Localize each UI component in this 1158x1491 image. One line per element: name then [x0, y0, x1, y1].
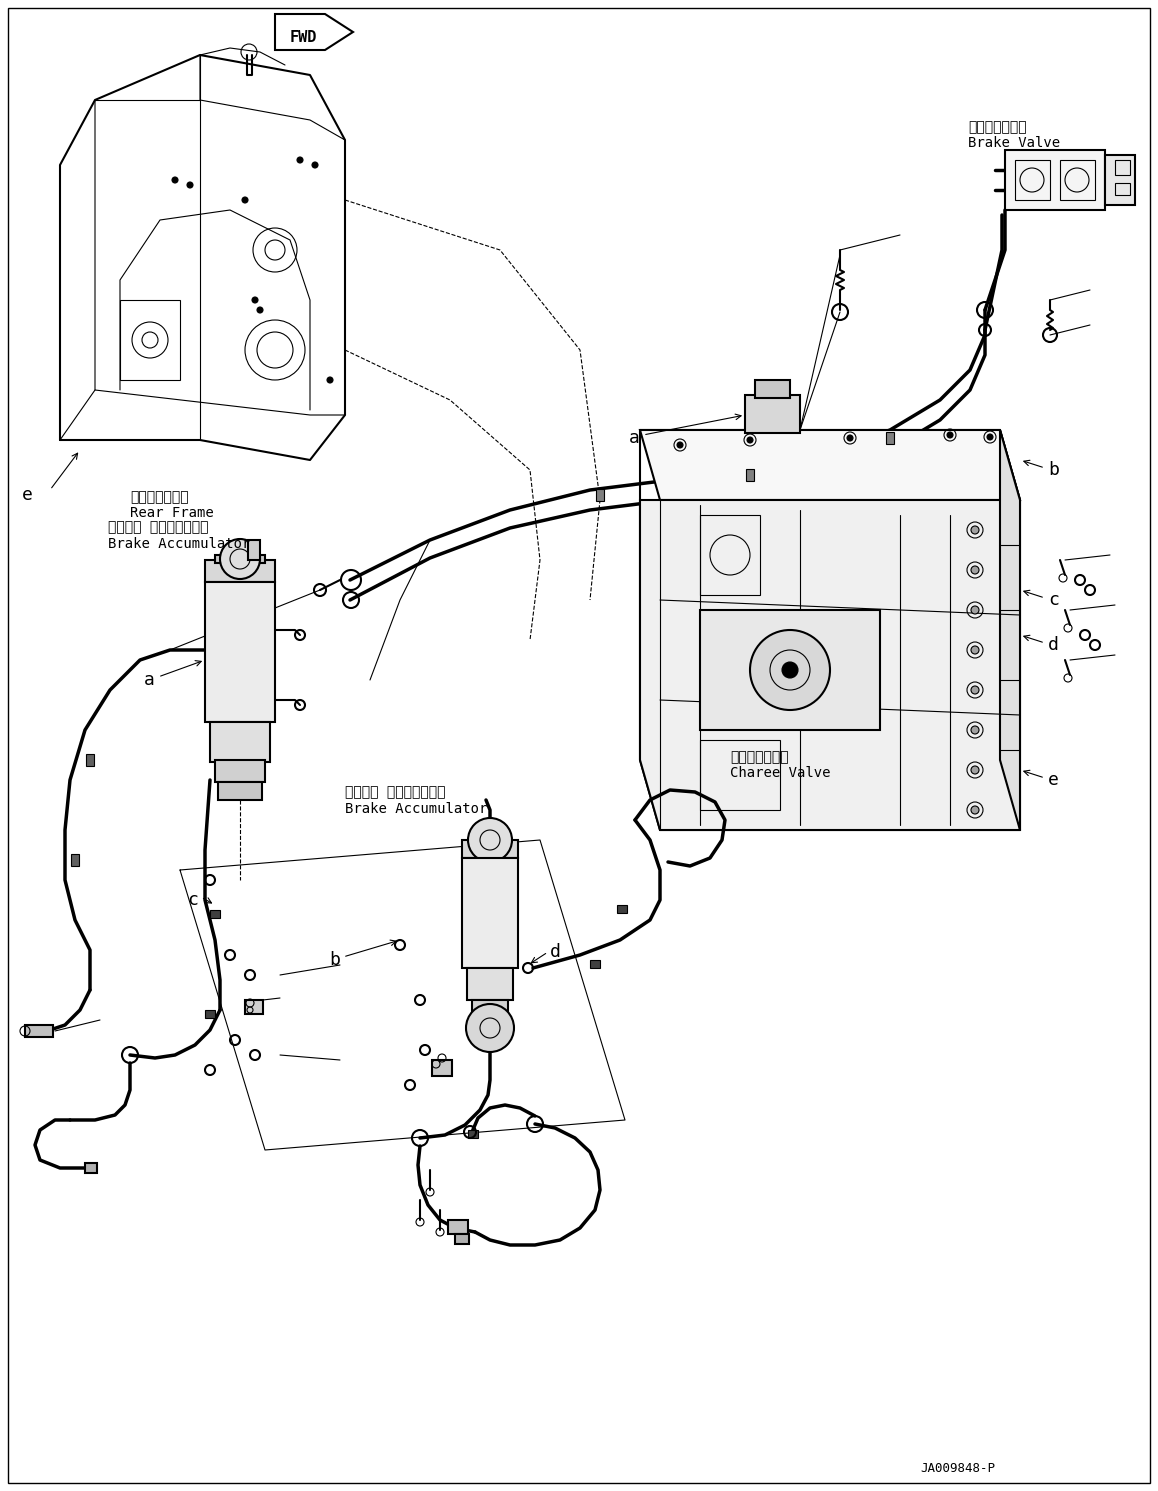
Text: a: a — [144, 671, 155, 689]
Circle shape — [327, 377, 334, 383]
Text: d: d — [1048, 637, 1058, 655]
Bar — [462, 857, 518, 968]
Bar — [755, 380, 790, 398]
Bar — [699, 514, 760, 595]
Circle shape — [257, 307, 263, 313]
Circle shape — [466, 1003, 514, 1053]
Circle shape — [782, 662, 798, 678]
Text: b: b — [1048, 461, 1058, 479]
Bar — [248, 540, 261, 561]
Polygon shape — [274, 13, 353, 51]
Circle shape — [947, 432, 953, 438]
Bar — [86, 754, 94, 766]
Text: Brake Accumulator: Brake Accumulator — [345, 802, 488, 816]
Bar — [432, 1060, 452, 1077]
Circle shape — [173, 177, 178, 183]
Bar — [886, 432, 894, 444]
Text: ブレーキ アキュムレータ: ブレーキ アキュムレータ — [108, 520, 208, 534]
Circle shape — [972, 567, 979, 574]
Text: d: d — [550, 942, 560, 962]
Text: Brake Accumulator: Brake Accumulator — [108, 537, 250, 552]
Circle shape — [677, 441, 683, 447]
Circle shape — [747, 437, 753, 443]
Bar — [589, 960, 600, 968]
Text: リヤーフレーム: リヤーフレーム — [130, 491, 189, 504]
Bar — [205, 561, 274, 581]
Bar — [467, 968, 513, 1000]
Text: b: b — [329, 951, 340, 969]
Text: チャージバルブ: チャージバルブ — [730, 750, 789, 763]
Bar — [205, 581, 274, 722]
Polygon shape — [640, 499, 1020, 830]
Circle shape — [220, 540, 261, 579]
Bar — [699, 740, 780, 810]
Circle shape — [750, 631, 830, 710]
Circle shape — [972, 766, 979, 774]
Text: Charee Valve: Charee Valve — [730, 766, 830, 780]
Text: ブレーキバルブ: ブレーキバルブ — [968, 119, 1027, 134]
Bar — [468, 1130, 478, 1138]
Bar — [71, 854, 79, 866]
Circle shape — [972, 807, 979, 814]
Bar — [85, 1163, 97, 1173]
Circle shape — [846, 435, 853, 441]
Bar — [596, 489, 604, 501]
Circle shape — [972, 646, 979, 655]
Bar — [746, 470, 754, 482]
Bar — [462, 839, 518, 857]
Circle shape — [972, 526, 979, 534]
Bar — [215, 760, 265, 781]
Bar — [1115, 183, 1130, 195]
Bar — [215, 555, 265, 564]
Polygon shape — [1001, 429, 1020, 830]
Bar — [745, 395, 800, 432]
Text: c: c — [188, 892, 198, 910]
Text: e: e — [22, 486, 32, 504]
Bar — [1115, 160, 1130, 174]
Circle shape — [972, 605, 979, 614]
Text: c: c — [1048, 590, 1058, 608]
Circle shape — [987, 434, 994, 440]
Circle shape — [242, 197, 248, 203]
Bar — [1016, 160, 1050, 200]
Bar — [205, 1009, 215, 1018]
Text: JA009848-P: JA009848-P — [919, 1463, 995, 1475]
Bar — [120, 300, 179, 380]
Bar — [472, 1000, 508, 1020]
Bar — [210, 910, 220, 918]
Circle shape — [296, 157, 303, 163]
Bar — [617, 905, 626, 912]
Polygon shape — [640, 429, 1020, 499]
Bar — [455, 1235, 469, 1243]
Bar — [1005, 151, 1105, 210]
Text: FWD: FWD — [290, 30, 317, 46]
Bar — [1105, 155, 1135, 204]
Circle shape — [312, 163, 318, 168]
Bar — [245, 1000, 263, 1014]
Bar — [699, 610, 880, 731]
Text: Rear Frame: Rear Frame — [130, 505, 214, 520]
Circle shape — [468, 819, 512, 862]
Text: e: e — [1048, 771, 1058, 789]
Bar — [210, 722, 270, 762]
Bar — [25, 1024, 53, 1038]
Bar — [1060, 160, 1095, 200]
Bar — [448, 1220, 468, 1235]
Text: ブレーキ アキュムレータ: ブレーキ アキュムレータ — [345, 784, 446, 799]
Text: Brake Valve: Brake Valve — [968, 136, 1060, 151]
Circle shape — [972, 726, 979, 734]
Circle shape — [186, 182, 193, 188]
Circle shape — [972, 686, 979, 693]
Bar — [218, 781, 262, 801]
Circle shape — [252, 297, 258, 303]
Text: a: a — [629, 429, 640, 447]
